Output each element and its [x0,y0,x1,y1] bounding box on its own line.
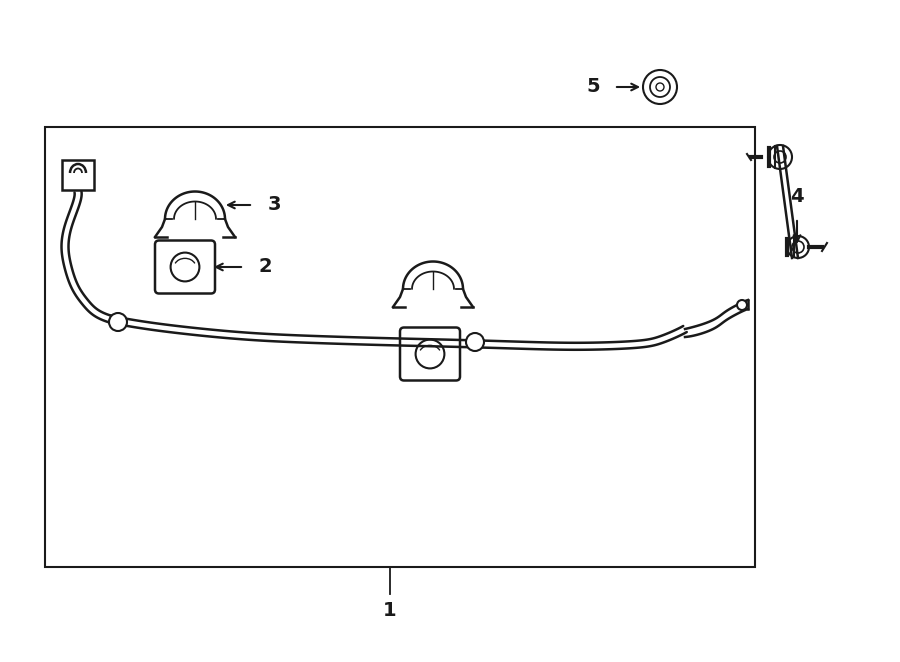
Circle shape [109,313,127,331]
Text: 1: 1 [383,600,397,620]
Text: 2: 2 [258,258,272,277]
Text: 5: 5 [587,77,600,97]
Text: 4: 4 [790,187,804,206]
Circle shape [466,333,484,351]
Bar [45,127,755,567]
Text: 3: 3 [268,195,282,214]
Circle shape [737,300,747,310]
